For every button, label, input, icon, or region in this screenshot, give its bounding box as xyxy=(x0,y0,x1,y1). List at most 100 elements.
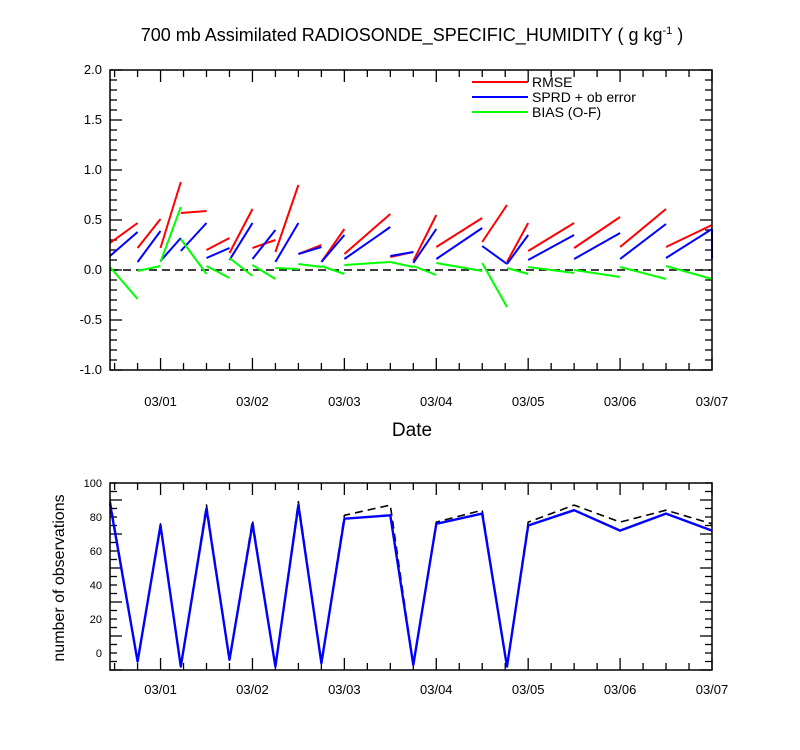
bottom-x-tick-labels: 03/01 03/02 03/03 03/04 03/05 03/06 03/07 xyxy=(144,682,728,697)
bias-line-segment xyxy=(159,206,182,263)
bias-line-segment xyxy=(619,266,667,280)
sprd-line-segment xyxy=(206,247,230,259)
rmse-line-segment xyxy=(573,216,621,249)
legend-sprd-label: SPRD + ob error xyxy=(532,89,636,105)
x-tick-label: 03/02 xyxy=(236,682,269,697)
rmse-line-segment xyxy=(109,222,139,244)
x-tick-label: 03/06 xyxy=(604,394,637,409)
y-tick-label: -1.0 xyxy=(80,362,102,377)
x-tick-label: 03/05 xyxy=(512,682,545,697)
rmse-line-segment xyxy=(506,222,530,263)
sprd-line-segment xyxy=(573,232,621,260)
y-tick-label: 0 xyxy=(96,648,102,660)
sprd-line-segment xyxy=(228,222,254,261)
bias-line-segment xyxy=(228,257,254,277)
bias-line-segment xyxy=(573,269,621,278)
bias-line-segment xyxy=(481,262,508,308)
bottom-plot-frame xyxy=(109,482,713,671)
x-tick-label: 03/07 xyxy=(696,394,729,409)
y-tick-label: 1.5 xyxy=(84,112,102,127)
rmse-line-segment xyxy=(136,218,162,249)
sprd-line-segment xyxy=(298,246,322,255)
bias-line-segment xyxy=(275,267,299,270)
title-units-close: ) xyxy=(672,25,683,45)
bias-line-segment xyxy=(390,261,414,268)
bias-line-segment xyxy=(321,265,345,275)
y-tick-label: 0.5 xyxy=(84,212,102,227)
sprd-line-segment xyxy=(159,237,182,262)
bias-line-segment xyxy=(251,264,276,280)
sprd-line-segment xyxy=(481,245,508,265)
bias-line-segment xyxy=(179,238,208,275)
legend: RMSE SPRD + ob error BIAS (O-F) xyxy=(472,74,636,120)
sprd-line-segment xyxy=(274,222,300,263)
bias-line-segment xyxy=(436,262,483,272)
legend-bias-label: BIAS (O-F) xyxy=(532,104,601,120)
used-observations-line xyxy=(108,503,713,668)
bias-line-segment xyxy=(665,265,713,280)
top-axis-ticks xyxy=(110,69,713,371)
top-y-tick-labels: 2.0 1.5 1.0 0.5 0.0 -0.5 -1.0 xyxy=(80,62,102,377)
rmse-line-segment xyxy=(180,210,207,214)
top-plot-frame xyxy=(109,69,713,371)
y-tick-label: -0.5 xyxy=(80,312,102,327)
sprd-line-segment xyxy=(251,229,277,260)
y-tick-label: 40 xyxy=(90,580,102,592)
sprd-line-segment xyxy=(527,234,575,261)
sprd-line-segment xyxy=(435,227,483,260)
sprd-line-segment xyxy=(343,226,391,260)
y-tick-label: 20 xyxy=(90,614,102,626)
x-tick-label: 03/01 xyxy=(144,394,177,409)
bias-line-segment xyxy=(528,266,575,274)
y-tick-label: 0.0 xyxy=(84,262,102,277)
top-panel: 2.01.51.00.50.0-0.5-1.0 03/01 03/02 03/03 0… xyxy=(80,62,729,441)
sprd-line-segment xyxy=(320,234,346,263)
sprd-line-segment xyxy=(506,234,530,265)
y-axis-title-observations: number of observations xyxy=(51,494,68,661)
rmse-line-segment xyxy=(435,217,483,248)
rmse-line-segment xyxy=(481,204,508,243)
bottom-series-lines xyxy=(108,499,713,668)
top-x-tick-labels: 03/01 03/02 03/03 03/04 03/05 03/06 03/07 xyxy=(144,394,728,409)
rmse-line-segment xyxy=(412,214,438,262)
y-tick-label: 1.0 xyxy=(84,162,102,177)
x-tick-label: 03/01 xyxy=(144,682,177,697)
rmse-line-segment xyxy=(274,184,300,253)
top-series-lines xyxy=(109,181,713,308)
x-tick-label: 03/02 xyxy=(236,394,269,409)
x-tick-label: 03/07 xyxy=(696,682,729,697)
sprd-line-segment xyxy=(109,231,139,257)
sprd-line-segment xyxy=(390,251,414,257)
x-axis-title: Date xyxy=(392,420,432,441)
rmse-line-segment xyxy=(527,222,575,252)
figure-title: 700 mb Assimilated RADIOSONDE_SPECIFIC_H… xyxy=(141,25,684,46)
y-tick-label: 60 xyxy=(90,546,102,558)
rmse-line-segment xyxy=(343,213,391,255)
bias-line-segment xyxy=(298,263,322,268)
bias-line-segment xyxy=(137,265,161,272)
sprd-line-segment xyxy=(619,223,667,260)
sprd-line-segment xyxy=(136,230,162,263)
bias-line-segment xyxy=(506,267,529,275)
rmse-line-segment xyxy=(665,224,713,248)
bias-line-segment xyxy=(412,265,437,276)
bias-line-segment xyxy=(206,265,230,279)
x-tick-label: 03/03 xyxy=(328,394,361,409)
rmse-line-segment xyxy=(159,181,182,249)
x-tick-label: 03/04 xyxy=(420,682,453,697)
sprd-line-segment xyxy=(412,228,438,264)
sprd-line-segment xyxy=(665,228,713,259)
y-tick-label: 80 xyxy=(90,512,102,524)
y-tick-label: 100 xyxy=(84,478,102,490)
sprd-line-segment xyxy=(180,222,208,252)
x-tick-label: 03/03 xyxy=(328,682,361,697)
x-tick-label: 03/05 xyxy=(512,394,545,409)
rmse-line-segment xyxy=(206,237,230,251)
rmse-line-segment xyxy=(228,208,254,254)
x-tick-label: 03/06 xyxy=(604,682,637,697)
bias-line-segment xyxy=(344,261,391,266)
bias-line-segment xyxy=(109,266,139,300)
x-tick-label: 03/04 xyxy=(420,394,453,409)
